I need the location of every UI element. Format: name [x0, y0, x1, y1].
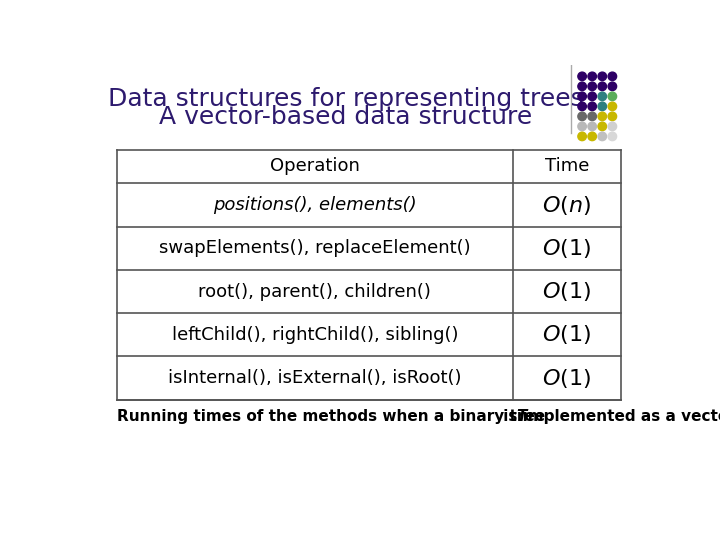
Circle shape [588, 122, 596, 131]
Circle shape [588, 72, 596, 80]
Circle shape [608, 122, 616, 131]
Circle shape [598, 122, 606, 131]
Text: $\mathit{O}(1)$: $\mathit{O}(1)$ [542, 280, 591, 303]
Circle shape [578, 122, 586, 131]
Circle shape [608, 82, 616, 91]
Text: Data structures for representing trees: Data structures for representing trees [108, 87, 584, 111]
Circle shape [598, 102, 606, 111]
Circle shape [588, 132, 596, 140]
Text: leftChild(), rightChild(), sibling(): leftChild(), rightChild(), sibling() [171, 326, 458, 344]
Circle shape [598, 82, 606, 91]
Circle shape [608, 132, 616, 140]
Text: Running times of the methods when a binary tree: Running times of the methods when a bina… [117, 409, 551, 424]
Text: A vector-based data structure: A vector-based data structure [159, 105, 532, 129]
Circle shape [608, 112, 616, 120]
Circle shape [588, 112, 596, 120]
Circle shape [578, 92, 586, 100]
Text: root(), parent(), children(): root(), parent(), children() [199, 282, 431, 301]
Text: Operation: Operation [270, 158, 360, 176]
Circle shape [608, 102, 616, 111]
Circle shape [578, 72, 586, 80]
Text: isInternal(), isExternal(), isRoot(): isInternal(), isExternal(), isRoot() [168, 369, 462, 387]
Circle shape [608, 92, 616, 100]
Text: positions(), elements(): positions(), elements() [213, 196, 417, 214]
Circle shape [598, 132, 606, 140]
Text: is implemented as a vector: is implemented as a vector [498, 409, 720, 424]
Circle shape [598, 112, 606, 120]
Circle shape [588, 102, 596, 111]
Text: swapElements(), replaceElement(): swapElements(), replaceElement() [159, 239, 471, 257]
Circle shape [578, 112, 586, 120]
Text: $\mathit{O}(1)$: $\mathit{O}(1)$ [542, 237, 591, 260]
Text: $\mathit{O}(n)$: $\mathit{O}(n)$ [542, 193, 591, 217]
Text: Time: Time [544, 158, 589, 176]
Circle shape [608, 72, 616, 80]
Circle shape [578, 102, 586, 111]
Circle shape [588, 92, 596, 100]
Text: $\mathit{O}(1)$: $\mathit{O}(1)$ [542, 323, 591, 346]
Circle shape [578, 132, 586, 140]
Circle shape [598, 72, 606, 80]
Circle shape [578, 82, 586, 91]
Circle shape [598, 92, 606, 100]
Circle shape [588, 82, 596, 91]
Text: $\mathit{O}(1)$: $\mathit{O}(1)$ [542, 367, 591, 390]
Text: T: T [517, 409, 527, 424]
